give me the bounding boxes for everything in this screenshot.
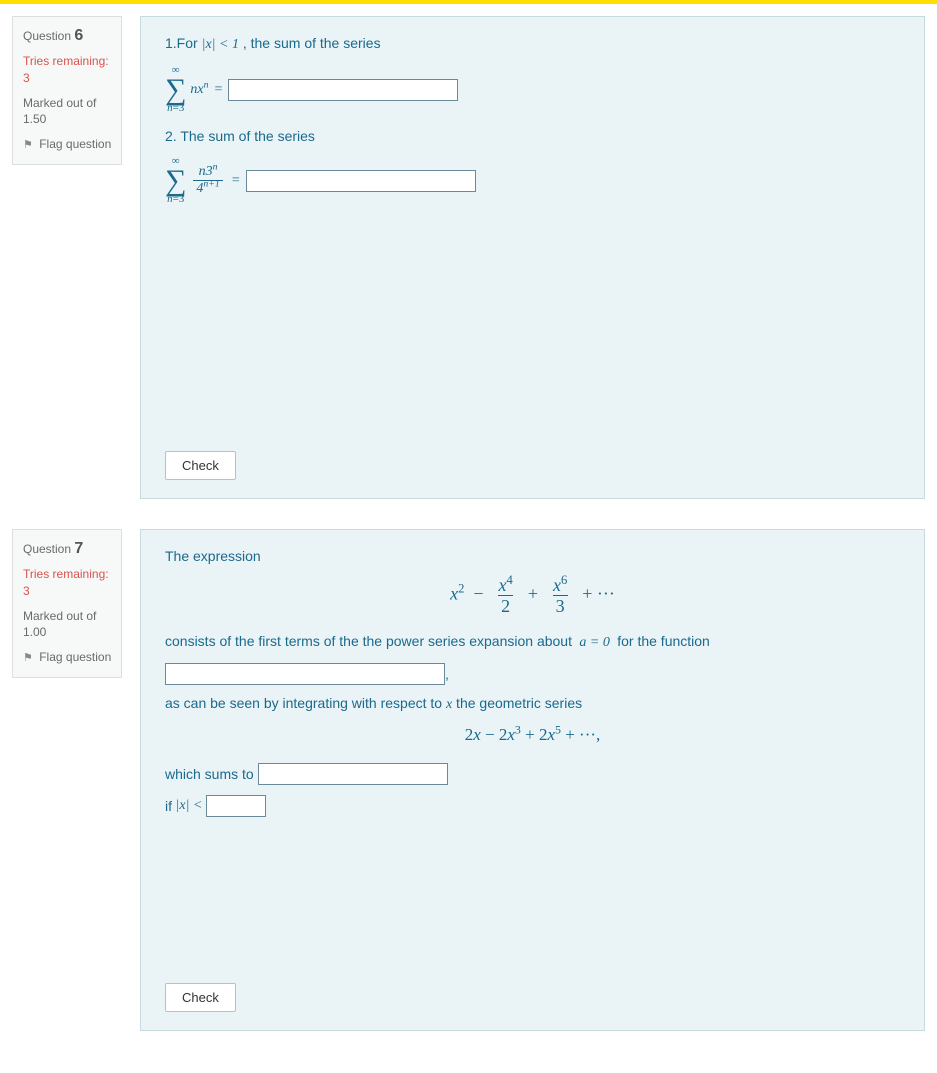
question-label: Question <box>23 29 71 43</box>
text-segment: , the sum of the series <box>243 35 381 51</box>
question-block-7: Question 7 Tries remaining: 3 Marked out… <box>12 529 925 1031</box>
q7-sums-to-row: which sums to <box>165 763 900 785</box>
button-row: Check <box>165 983 900 1012</box>
marked-value: 1.50 <box>23 112 46 126</box>
math-inline: |x| < <box>172 798 206 814</box>
answer-input-q7-function[interactable] <box>165 663 445 685</box>
marked-label: Marked out of <box>23 609 96 623</box>
q7-line2: consists of the first terms of the the p… <box>165 633 900 651</box>
text-segment: the geometric series <box>452 695 582 711</box>
question-label: Question <box>23 542 71 556</box>
check-button[interactable]: Check <box>165 983 236 1012</box>
answer-input-q6-2[interactable] <box>246 170 476 192</box>
question-content: 1.For |x| < 1 , the sum of the series ∞ … <box>140 16 925 499</box>
q7-condition-row: if |x| < <box>165 795 900 817</box>
question-content: The expression x2 − x42 + x63 + ··· cons… <box>140 529 925 1031</box>
check-button[interactable]: Check <box>165 451 236 480</box>
question-info-panel: Question 6 Tries remaining: 3 Marked out… <box>12 16 122 165</box>
spacer <box>165 213 900 433</box>
marked-value: 1.00 <box>23 625 46 639</box>
denominator: 4n+1 <box>193 180 222 196</box>
tries-label: Tries remaining: <box>23 54 109 68</box>
button-row: Check <box>165 451 900 480</box>
fraction: n3n 4n+1 <box>193 165 222 196</box>
q6-part1-prompt: 1.For |x| < 1 , the sum of the series <box>165 35 900 53</box>
question-info-panel: Question 7 Tries remaining: 3 Marked out… <box>12 529 122 678</box>
equals-sign: = <box>215 82 223 98</box>
sigma-icon: ∑ <box>165 76 186 103</box>
question-block-6: Question 6 Tries remaining: 3 Marked out… <box>12 16 925 499</box>
spacer <box>165 825 900 965</box>
text-segment: which sums to <box>165 766 254 782</box>
tries-label: Tries remaining: <box>23 567 109 581</box>
flag-label: Flag question <box>39 650 111 664</box>
geometric-series: 2x − 2x3 + 2x5 + ···, <box>165 725 900 745</box>
tries-remaining: Tries remaining: 3 <box>23 566 113 600</box>
math-inline: a = 0 <box>576 635 613 650</box>
flag-icon: ⚑ <box>23 651 33 666</box>
summation-symbol: ∞ ∑ n=3 <box>165 156 186 205</box>
answer-input-q7-sum[interactable] <box>258 763 448 785</box>
flag-question-link[interactable]: ⚑ Flag question <box>23 649 113 666</box>
q7-function-input-row: , <box>165 663 900 685</box>
text-segment: 1.For <box>165 35 202 51</box>
question-number: 6 <box>74 27 83 44</box>
series-expression: x2 − x42 + x63 + ··· <box>165 576 900 615</box>
answer-input-q7-bound[interactable] <box>206 795 266 817</box>
text-segment: consists of the first terms of the the p… <box>165 633 576 649</box>
text-segment: , <box>445 666 449 682</box>
q6-equation-2: ∞ ∑ n=3 n3n 4n+1 = <box>165 156 900 205</box>
flag-icon: ⚑ <box>23 138 33 153</box>
text-segment: if <box>165 798 172 814</box>
q7-line3: as can be seen by integrating with respe… <box>165 695 900 713</box>
summand: nxn <box>190 82 208 98</box>
sum-lower: n=3 <box>167 194 184 205</box>
sum-lower: n=3 <box>167 103 184 114</box>
equals-sign: = <box>232 173 240 189</box>
sigma-icon: ∑ <box>165 167 186 194</box>
flag-question-link[interactable]: ⚑ Flag question <box>23 136 113 153</box>
q6-part2-prompt: 2. The sum of the series <box>165 128 900 144</box>
summation-symbol: ∞ ∑ n=3 <box>165 65 186 114</box>
question-number: 7 <box>74 540 83 557</box>
q7-prompt: The expression <box>165 548 900 564</box>
flag-label: Flag question <box>39 137 111 151</box>
marked-out-of: Marked out of 1.50 <box>23 95 113 129</box>
math-condition: |x| < 1 <box>202 37 239 52</box>
question-title: Question 6 <box>23 27 113 45</box>
text-segment: as can be seen by integrating with respe… <box>165 695 446 711</box>
tries-remaining: Tries remaining: 3 <box>23 53 113 87</box>
text-segment: for the function <box>617 633 710 649</box>
tries-count: 3 <box>23 71 30 85</box>
question-title: Question 7 <box>23 540 113 558</box>
answer-input-q6-1[interactable] <box>228 79 458 101</box>
q6-equation-1: ∞ ∑ n=3 nxn = <box>165 65 900 114</box>
marked-label: Marked out of <box>23 96 96 110</box>
marked-out-of: Marked out of 1.00 <box>23 608 113 642</box>
tries-count: 3 <box>23 584 30 598</box>
